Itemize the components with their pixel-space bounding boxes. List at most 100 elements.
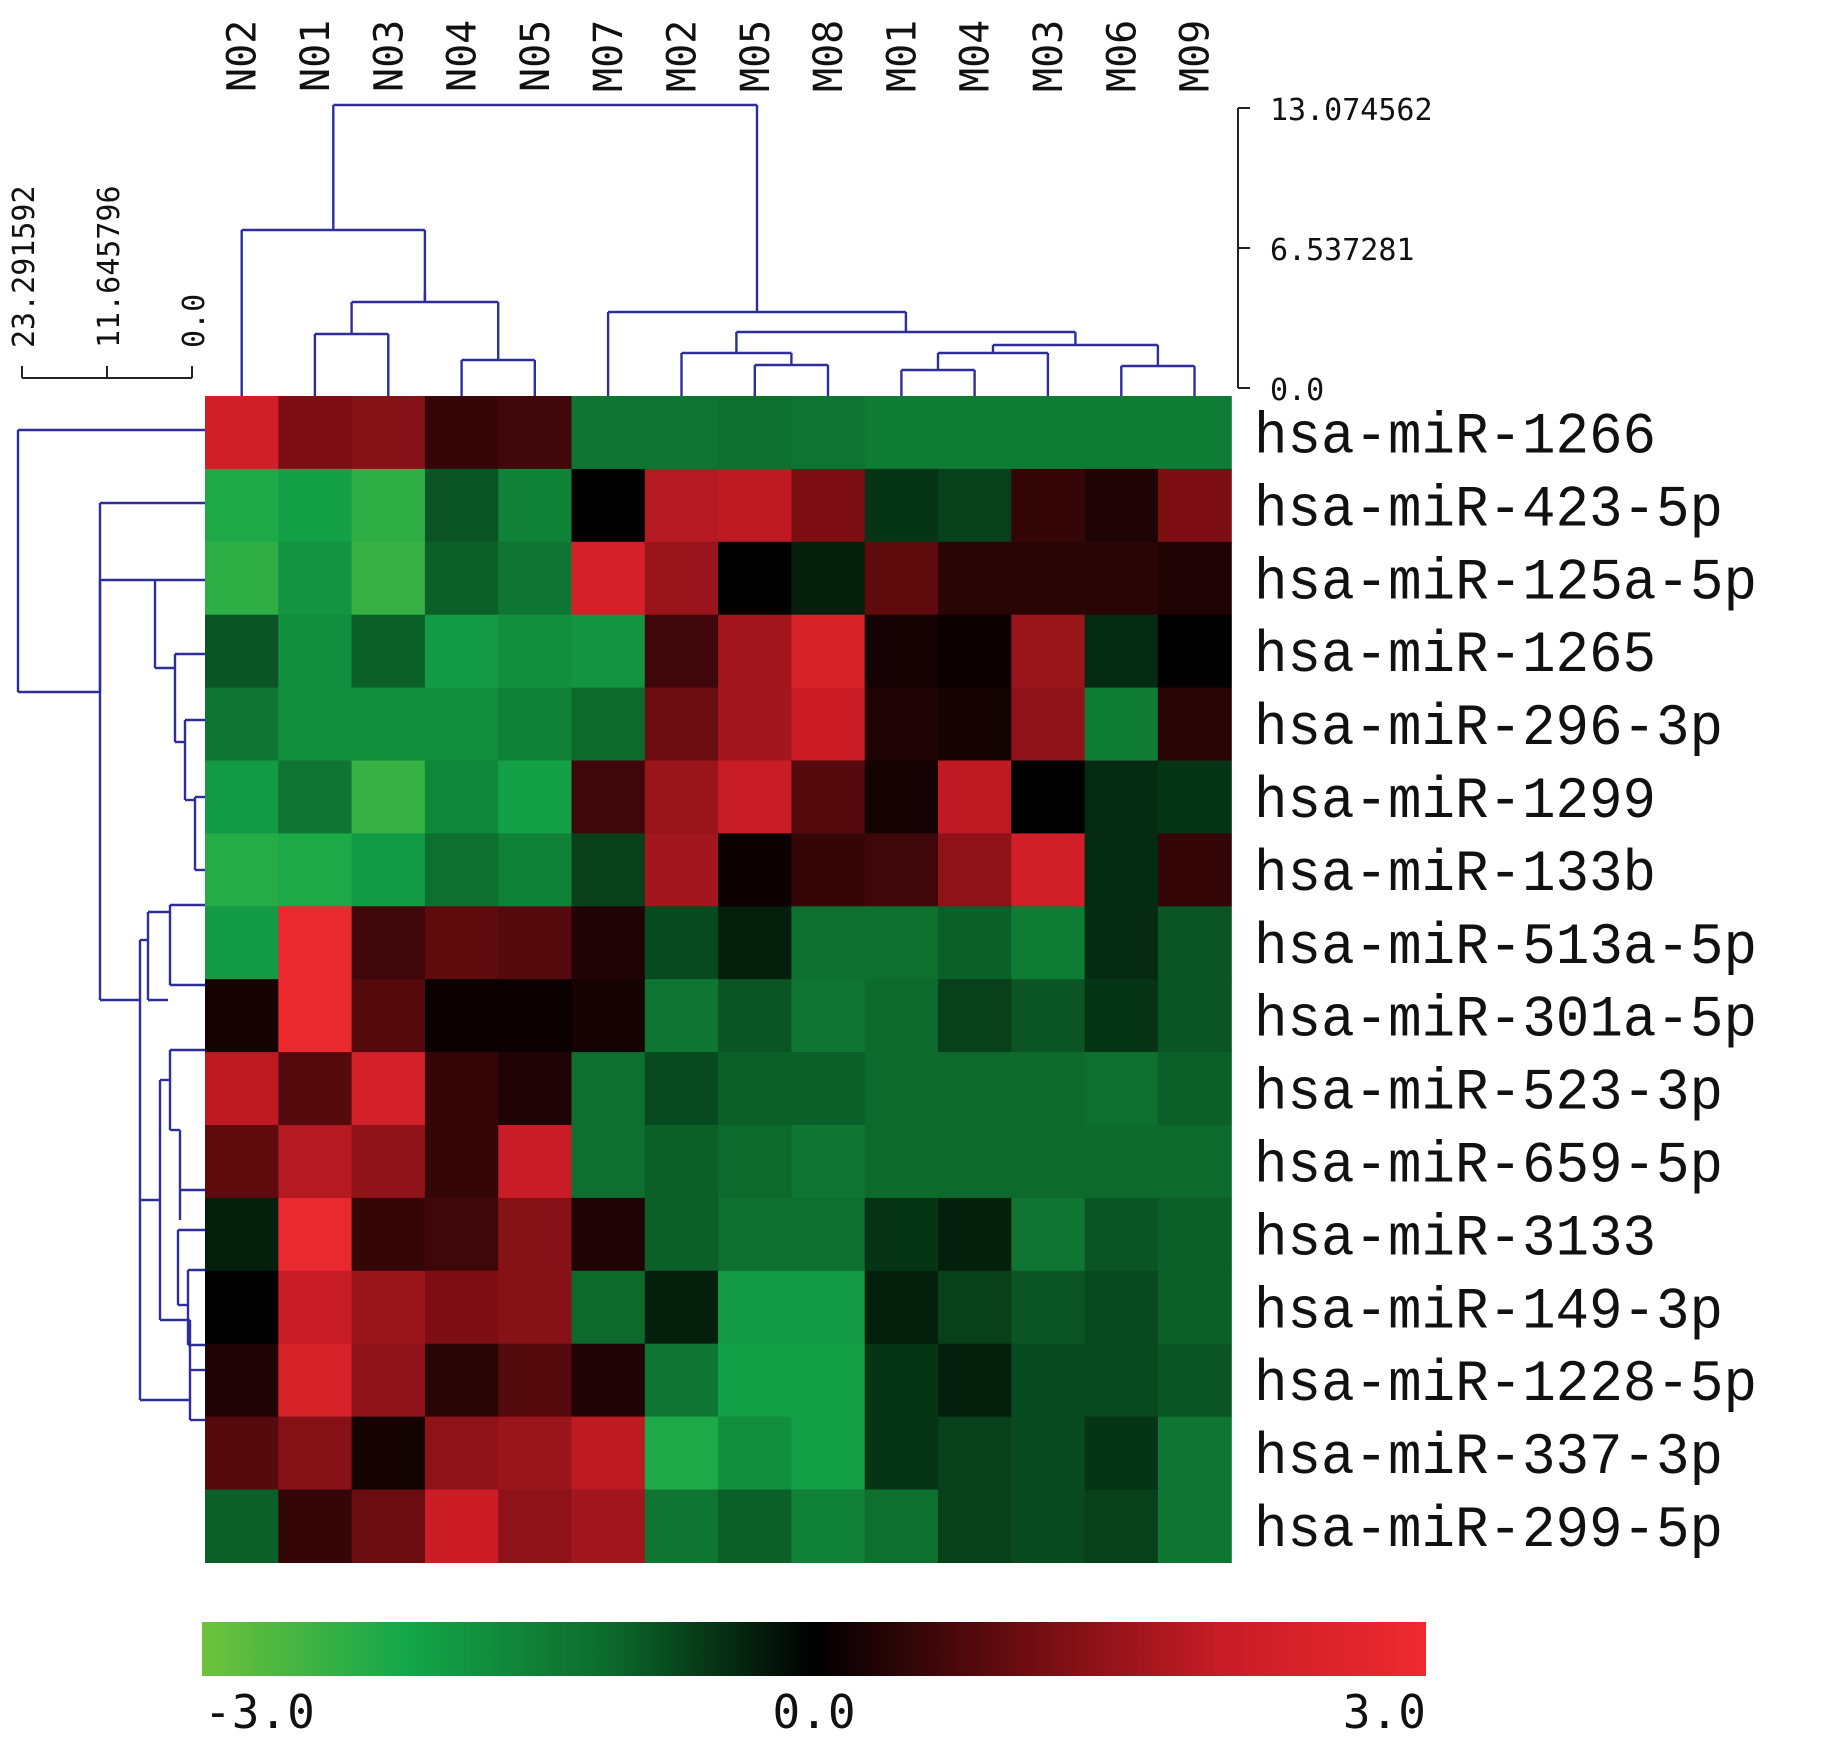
heatmap-cell-hsa-miR-423-5p-M09 xyxy=(1157,468,1232,543)
heatmap-cell-hsa-miR-301a-5p-M05 xyxy=(718,979,792,1053)
heatmap-cell-hsa-miR-3133-M01 xyxy=(864,1197,939,1272)
heatmap-cell-hsa-miR-299-5p-N01 xyxy=(278,1489,353,1563)
heatmap-cell-hsa-miR-299-5p-M02 xyxy=(644,1489,719,1563)
heatmap-cell-hsa-miR-523-3p-N02 xyxy=(205,1052,279,1126)
heatmap-cell-hsa-miR-1299-M09 xyxy=(1157,760,1232,834)
heatmap-cell-hsa-miR-423-5p-M08 xyxy=(791,468,866,543)
heatmap-cell-hsa-miR-523-3p-N03 xyxy=(351,1052,426,1126)
row-label-hsa-miR-1265: hsa-miR-1265 xyxy=(1254,624,1656,689)
heatmap-cell-hsa-miR-299-5p-M08 xyxy=(791,1489,866,1563)
heatmap-cell-hsa-miR-1265-M03 xyxy=(1011,614,1086,689)
colorbar-tick-label: -3.0 xyxy=(204,1685,315,1739)
heatmap-cell-hsa-miR-296-3p-M03 xyxy=(1011,687,1086,762)
heatmap-cell-hsa-miR-3133-M09 xyxy=(1157,1197,1232,1272)
heatmap-cell-hsa-miR-133b-M09 xyxy=(1157,833,1232,907)
heatmap-cell-hsa-miR-1266-N04 xyxy=(424,396,499,470)
heatmap-cell-hsa-miR-523-3p-M09 xyxy=(1157,1052,1232,1126)
heatmap-cell-hsa-miR-523-3p-M03 xyxy=(1011,1052,1086,1126)
column-label-M06: M06 xyxy=(1099,20,1145,92)
column-scale-label: 13.074562 xyxy=(1270,93,1433,128)
heatmap-cell-hsa-miR-1299-N04 xyxy=(424,760,499,834)
row-label-hsa-miR-3133: hsa-miR-3133 xyxy=(1254,1207,1656,1272)
colorbar-tick-label: 3.0 xyxy=(1343,1685,1426,1739)
heatmap-cell-hsa-miR-149-3p-N02 xyxy=(205,1270,279,1345)
heatmap-cell-hsa-miR-337-3p-M05 xyxy=(718,1416,792,1491)
heatmap-cell-hsa-miR-133b-M07 xyxy=(571,833,646,907)
heatmap-cell-hsa-miR-337-3p-M08 xyxy=(791,1416,866,1491)
column-label-M08: M08 xyxy=(806,20,852,92)
heatmap-cell-hsa-miR-337-3p-M01 xyxy=(864,1416,939,1491)
heatmap-cell-hsa-miR-1265-N04 xyxy=(424,614,499,689)
heatmap-cell-hsa-miR-513a-5p-N02 xyxy=(205,906,279,980)
heatmap-cell-hsa-miR-1266-M01 xyxy=(864,396,939,470)
heatmap-cell-hsa-miR-659-5p-M06 xyxy=(1084,1125,1159,1199)
row-label-hsa-miR-337-3p: hsa-miR-337-3p xyxy=(1254,1426,1723,1491)
heatmap-cell-hsa-miR-299-5p-N03 xyxy=(351,1489,426,1563)
heatmap-cell-hsa-miR-1299-N03 xyxy=(351,760,426,834)
heatmap-cell-hsa-miR-337-3p-M03 xyxy=(1011,1416,1086,1491)
heatmap-cell-hsa-miR-149-3p-M09 xyxy=(1157,1270,1232,1345)
heatmap-cell-hsa-miR-513a-5p-M09 xyxy=(1157,906,1232,980)
heatmap-cell-hsa-miR-1228-5p-M09 xyxy=(1157,1343,1232,1418)
heatmap-cell-hsa-miR-423-5p-M03 xyxy=(1011,468,1086,543)
column-label-M03: M03 xyxy=(1026,20,1072,92)
heatmap-cell-hsa-miR-3133-M05 xyxy=(718,1197,792,1272)
heatmap-cell-hsa-miR-301a-5p-M06 xyxy=(1084,979,1159,1053)
heatmap-cell-hsa-miR-3133-N04 xyxy=(424,1197,499,1272)
heatmap-cell-hsa-miR-125a-5p-N04 xyxy=(424,541,499,616)
heatmap-cell-hsa-miR-149-3p-N01 xyxy=(278,1270,353,1345)
heatmap-cell-hsa-miR-1228-5p-M01 xyxy=(864,1343,939,1418)
heatmap-cell-hsa-miR-1299-M02 xyxy=(644,760,719,834)
heatmap-cell-hsa-miR-659-5p-N05 xyxy=(498,1125,573,1199)
heatmap-cell-hsa-miR-337-3p-N01 xyxy=(278,1416,353,1491)
heatmap-cell-hsa-miR-3133-N05 xyxy=(498,1197,573,1272)
heatmap-cell-hsa-miR-423-5p-M02 xyxy=(644,468,719,543)
heatmap-cell-hsa-miR-296-3p-N04 xyxy=(424,687,499,762)
heatmap-cell-hsa-miR-3133-M06 xyxy=(1084,1197,1159,1272)
row-label-hsa-miR-299-5p: hsa-miR-299-5p xyxy=(1254,1499,1723,1564)
heatmap-cell-hsa-miR-125a-5p-M07 xyxy=(571,541,646,616)
heatmap-cell-hsa-miR-659-5p-M03 xyxy=(1011,1125,1086,1199)
heatmap-cell-hsa-miR-659-5p-M05 xyxy=(718,1125,792,1199)
heatmap-cell-hsa-miR-659-5p-N02 xyxy=(205,1125,279,1199)
heatmap-cell-hsa-miR-659-5p-M04 xyxy=(938,1125,1012,1199)
heatmap-cell-hsa-miR-125a-5p-M08 xyxy=(791,541,866,616)
heatmap-cell-hsa-miR-337-3p-M07 xyxy=(571,1416,646,1491)
row-dendrogram-scale: 23.291592 11.645796 0.0 xyxy=(7,185,212,379)
heatmap-cell-hsa-miR-337-3p-M09 xyxy=(1157,1416,1232,1491)
heatmap-cell-hsa-miR-1266-N03 xyxy=(351,396,426,470)
heatmap-cell-hsa-miR-1266-M04 xyxy=(938,396,1012,470)
heatmap-cell-hsa-miR-1228-5p-M03 xyxy=(1011,1343,1086,1418)
heatmap-cell-hsa-miR-301a-5p-M02 xyxy=(644,979,719,1053)
heatmap-cell-hsa-miR-301a-5p-M04 xyxy=(938,979,1012,1053)
heatmap-cell-hsa-miR-299-5p-M09 xyxy=(1157,1489,1232,1563)
heatmap-cell-hsa-miR-1228-5p-M04 xyxy=(938,1343,1012,1418)
heatmap-cell-hsa-miR-149-3p-N03 xyxy=(351,1270,426,1345)
heatmap-cell-hsa-miR-149-3p-M03 xyxy=(1011,1270,1086,1345)
column-labels: N02 N01 N03 N04 N05 M07 M02 M05 M08 M01 M04 M03 M06 M… xyxy=(220,20,1219,92)
heatmap-cell-hsa-miR-513a-5p-M03 xyxy=(1011,906,1086,980)
column-label-N03: N03 xyxy=(366,20,412,92)
heatmap-cell-hsa-miR-301a-5p-N02 xyxy=(205,979,279,1053)
heatmap-cell-hsa-miR-125a-5p-N03 xyxy=(351,541,426,616)
heatmap-cell-hsa-miR-299-5p-M07 xyxy=(571,1489,646,1563)
heatmap-cell-hsa-miR-133b-M03 xyxy=(1011,833,1086,907)
heatmap-cell-hsa-miR-149-3p-M04 xyxy=(938,1270,1012,1345)
heatmap-cell-hsa-miR-513a-5p-N04 xyxy=(424,906,499,980)
heatmap-cell-hsa-miR-299-5p-M01 xyxy=(864,1489,939,1563)
row-scale-label: 23.291592 xyxy=(7,185,42,348)
heatmap-cell-hsa-miR-3133-M03 xyxy=(1011,1197,1086,1272)
heatmap-cell-hsa-miR-1265-M04 xyxy=(938,614,1012,689)
heatmap-cell-hsa-miR-423-5p-M06 xyxy=(1084,468,1159,543)
heatmap-cell-hsa-miR-1265-M07 xyxy=(571,614,646,689)
heatmap-cell-hsa-miR-337-3p-N03 xyxy=(351,1416,426,1491)
heatmap-cell-hsa-miR-301a-5p-N05 xyxy=(498,979,573,1053)
column-label-M07: M07 xyxy=(586,20,632,92)
heatmap-cell-hsa-miR-423-5p-N03 xyxy=(351,468,426,543)
heatmap-cell-hsa-miR-3133-M08 xyxy=(791,1197,866,1272)
heatmap-cell-hsa-miR-125a-5p-M04 xyxy=(938,541,1012,616)
heatmap-cell-hsa-miR-423-5p-N01 xyxy=(278,468,353,543)
heatmap-cell-hsa-miR-337-3p-N02 xyxy=(205,1416,279,1491)
heatmap-cell-hsa-miR-513a-5p-M08 xyxy=(791,906,866,980)
